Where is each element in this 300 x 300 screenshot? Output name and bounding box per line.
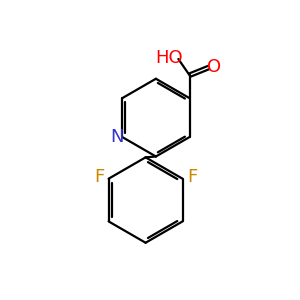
Text: F: F xyxy=(187,168,197,186)
Text: O: O xyxy=(207,58,221,76)
Text: HO: HO xyxy=(156,49,183,67)
Text: N: N xyxy=(110,128,124,146)
Text: F: F xyxy=(94,168,104,186)
